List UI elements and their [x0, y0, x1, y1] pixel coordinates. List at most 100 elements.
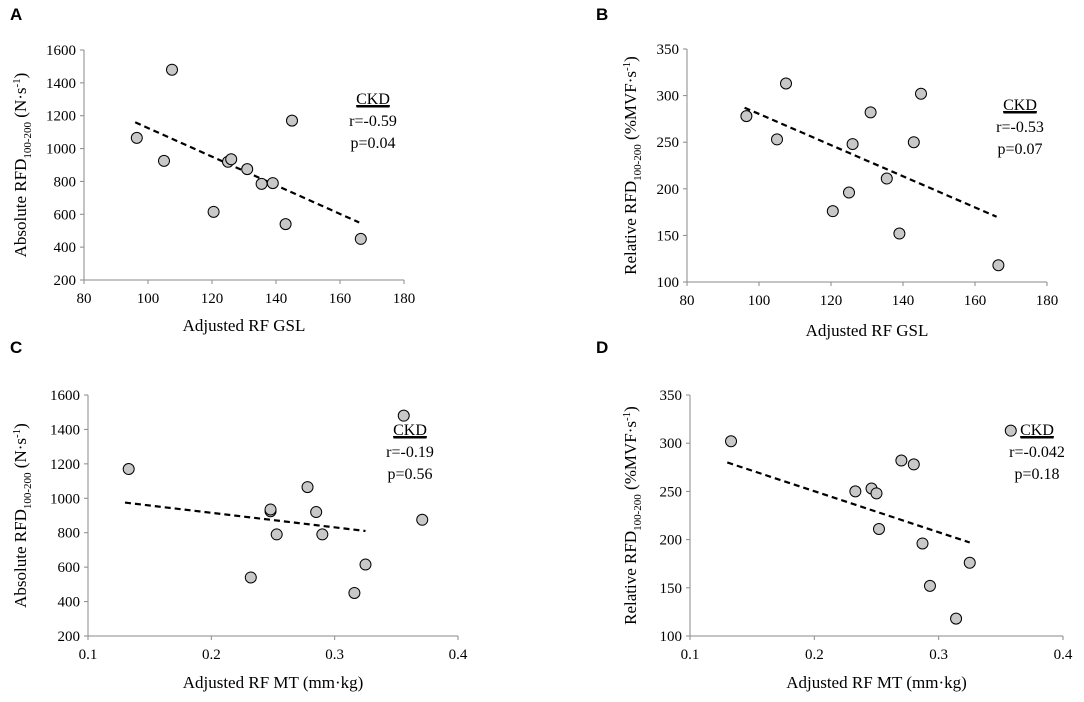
x-tick-label: 180	[393, 291, 416, 307]
data-point	[348, 586, 361, 599]
y-tick-label: 250	[660, 484, 683, 500]
y-tick-label: 350	[657, 42, 680, 58]
y-axis-title-ylabel-unit-post: )	[11, 73, 30, 79]
y-axis-title-ylabel-unit-post: )	[621, 56, 640, 62]
p-value: p=0.56	[387, 466, 432, 483]
x-tick-label: 0.4	[449, 647, 468, 663]
data-point	[740, 110, 753, 123]
data-point	[849, 485, 862, 498]
y-axis-title: Absolute RFD100-200 (N·s-1)	[11, 73, 34, 258]
y-tick-label: 400	[58, 595, 81, 611]
x-tick-label: 100	[748, 293, 771, 309]
stats-annotation: CKD r=-0.53 p=0.07	[996, 97, 1044, 158]
y-tick-label: 1600	[46, 43, 76, 59]
y-axis-title: Relative RFD100-200 (%MVF·s-1)	[621, 406, 644, 625]
y-tick-label: 200	[58, 629, 81, 645]
x-tick-label: 140	[265, 291, 288, 307]
x-tick-label: 160	[964, 293, 987, 309]
data-point	[301, 481, 314, 494]
data-point	[893, 227, 906, 240]
data-point	[397, 409, 410, 422]
y-tick-label: 250	[657, 135, 680, 151]
panel-c: C 200 400 600 800 1000 1200 1400 1600 0.1 0.2 0.3 0.…	[10, 338, 468, 692]
group-label: CKD	[393, 422, 427, 439]
y-tick-label: 300	[660, 436, 683, 452]
data-point	[310, 506, 323, 519]
data-point	[915, 87, 927, 100]
r-value: r=-0.042	[1009, 444, 1065, 461]
y-tick-label: 150	[657, 228, 680, 244]
y-tick-label: 150	[660, 581, 683, 597]
data-point	[907, 136, 920, 149]
trend-line	[124, 501, 366, 533]
stats-annotation: CKD r=-0.042 p=0.18	[1009, 422, 1065, 483]
y-tick-label: 1000	[46, 142, 76, 158]
x-tick-label: 0.2	[202, 647, 221, 663]
data-point	[780, 77, 792, 90]
data-point	[880, 172, 893, 185]
y-tick-label: 1600	[50, 388, 80, 404]
y-axis-title-ylabel-main: Absolute RFD	[11, 159, 30, 258]
y-axis-title-ylabel-unit-pre: (N·s	[11, 438, 30, 472]
data-point	[241, 163, 254, 176]
data-point	[166, 63, 178, 76]
y-axis-title-ylabel-sub: 100-200	[632, 144, 644, 181]
y-tick-label: 1200	[50, 457, 80, 473]
data-point	[907, 458, 920, 471]
data-point	[359, 558, 372, 571]
y-axis-title-ylabel-unit-pre: (%MVF·s	[621, 71, 640, 144]
panel-d: D 100 150 200 250 300 350 0.1 0.2 0.3 0.4 Adjusted …	[596, 338, 1073, 692]
panel-label: D	[596, 338, 608, 357]
y-tick-label: 200	[657, 182, 680, 198]
y-tick-label: 1200	[46, 109, 76, 125]
y-tick-label: 1400	[46, 76, 76, 92]
stats-annotation: CKD r=-0.19 p=0.56	[386, 422, 434, 483]
y-axis-title-ylabel-sup: -1	[621, 412, 633, 421]
data-point	[225, 153, 238, 166]
data-point	[872, 522, 885, 535]
y-axis-title-ylabel-sup: -1	[11, 78, 23, 87]
y-tick-label: 100	[657, 275, 680, 291]
x-tick-label: 120	[820, 293, 843, 309]
panel-label: C	[10, 338, 22, 357]
y-axis-title-ylabel-main: Absolute RFD	[11, 509, 30, 608]
data-point	[771, 133, 783, 146]
data-point	[846, 138, 859, 151]
y-tick-label: 800	[58, 526, 81, 542]
data-point	[266, 177, 279, 190]
data-point	[843, 186, 855, 199]
y-tick-label: 350	[660, 388, 683, 404]
r-value: r=-0.59	[349, 113, 397, 130]
y-tick-label: 300	[657, 89, 680, 105]
x-tick-label: 80	[680, 293, 695, 309]
data-point	[870, 487, 883, 500]
p-value: p=0.04	[350, 135, 395, 152]
y-axis-title-ylabel-sub: 100-200	[22, 121, 34, 158]
data-point	[122, 463, 135, 476]
y-tick-label: 100	[660, 629, 683, 645]
data-point	[916, 537, 929, 550]
x-axis-title: Adjusted RF MT (mm·kg)	[786, 673, 967, 692]
r-value: r=-0.53	[996, 119, 1044, 136]
group-label: CKD	[1020, 422, 1054, 439]
data-point	[286, 114, 298, 127]
panel-label: A	[10, 5, 22, 24]
data-point	[255, 177, 268, 190]
data-point	[864, 106, 877, 119]
data-point	[244, 571, 257, 584]
y-tick-label: 400	[54, 240, 77, 256]
y-tick-label: 200	[660, 533, 683, 549]
data-point	[950, 612, 963, 625]
x-tick-label: 120	[201, 291, 224, 307]
x-tick-label: 0.1	[681, 647, 700, 663]
data-point	[158, 154, 170, 167]
x-tick-label: 0.3	[929, 647, 948, 663]
x-tick-label: 0.2	[805, 647, 824, 663]
y-axis-title-ylabel-sub: 100-200	[632, 494, 644, 531]
y-axis-title-ylabel-unit-post: )	[621, 406, 640, 412]
y-tick-label: 1400	[50, 422, 80, 438]
trend-line	[744, 106, 998, 218]
data-point	[992, 259, 1005, 272]
